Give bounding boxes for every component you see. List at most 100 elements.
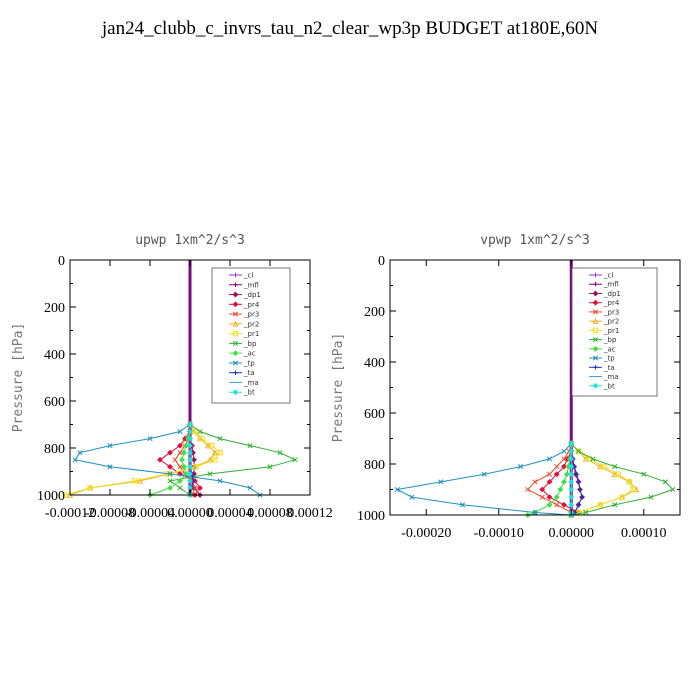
y-tick-label: 600	[364, 407, 385, 422]
series-point	[583, 509, 589, 516]
legend-entry: _pr3	[589, 308, 619, 316]
series-point	[181, 463, 187, 470]
series-point	[576, 479, 581, 485]
legend-marker	[232, 301, 239, 308]
legend-box	[571, 267, 658, 397]
legend-label: _pr4	[243, 301, 260, 309]
series-point	[172, 457, 178, 463]
legend-label: _dp1	[603, 290, 621, 298]
y-tick-label: 400	[364, 356, 385, 371]
series-point	[539, 486, 546, 493]
series-point	[177, 428, 183, 435]
series-point	[568, 440, 575, 447]
series-point	[546, 494, 553, 501]
legend-marker	[232, 330, 239, 337]
series-point	[532, 479, 538, 485]
legend-box	[211, 267, 291, 404]
series-point	[191, 456, 197, 463]
series-tp	[72, 421, 263, 498]
legend-label: _mfl	[243, 281, 259, 289]
y-tick-label: 400	[44, 348, 65, 363]
legend-marker	[592, 309, 599, 315]
legend-marker	[593, 282, 598, 287]
legend: _cl_mfl_dp1_pr4_pr3_pr2_pr1_bp_ac_tp_ta_…	[571, 267, 658, 397]
legend-marker	[232, 320, 239, 327]
legend-marker	[232, 311, 239, 317]
x-tick-label: 0.00000	[167, 506, 213, 521]
legend-marker	[592, 337, 599, 343]
series-point	[136, 477, 144, 484]
legend-entry: _pr1	[589, 327, 619, 335]
legend-label: _pr2	[243, 320, 259, 328]
legend-entry: _pr1	[229, 330, 259, 338]
x-tick-label: 0.00000	[549, 526, 595, 541]
series-point	[597, 502, 603, 508]
series-point	[217, 436, 223, 442]
series-point	[568, 463, 575, 470]
series-point	[217, 450, 223, 456]
series-point	[568, 494, 575, 501]
series-point	[630, 486, 636, 493]
legend-marker	[233, 370, 238, 375]
legend-label: _cl	[243, 272, 253, 280]
series-point	[619, 494, 625, 500]
series-point	[197, 485, 203, 491]
legend-label: _ma	[603, 373, 619, 381]
series-point	[187, 435, 193, 442]
series-point	[568, 448, 575, 455]
series-point	[217, 478, 223, 484]
series-point	[626, 479, 632, 485]
legend-label: _pr1	[603, 327, 619, 335]
series-line	[69, 424, 216, 496]
series-point	[277, 450, 283, 456]
series-point	[72, 457, 78, 463]
legend-label: _pr3	[243, 311, 259, 319]
legend-label: _bp	[603, 336, 617, 344]
legend-label: _bt	[243, 389, 255, 397]
y-tick-label: 0	[378, 254, 385, 269]
legend-label: _tp	[603, 355, 615, 363]
series-point	[197, 428, 203, 435]
y-tick-label: 200	[44, 301, 65, 316]
series-point	[568, 471, 575, 478]
legend-entry: _bt	[589, 382, 615, 390]
series-point	[177, 477, 183, 484]
legend-label: _pr3	[603, 308, 619, 316]
series-point	[157, 456, 163, 463]
legend-marker	[592, 345, 599, 352]
x-tick-label: -0.00010	[474, 526, 524, 541]
legend-entry: _ma	[229, 379, 259, 387]
series-point	[192, 485, 198, 491]
chart-title: upwp 1xm^2/s^3	[135, 233, 245, 248]
series-point	[209, 442, 215, 449]
series-point	[187, 470, 193, 477]
legend-label: _ac	[243, 350, 256, 358]
series-point	[601, 463, 607, 470]
series-point	[187, 449, 193, 456]
legend-label: _dp1	[243, 291, 261, 299]
series-point	[561, 501, 567, 508]
legend-marker	[592, 317, 599, 324]
legend-entry: _dp1	[589, 290, 621, 298]
legend-entry: _pr2	[589, 318, 619, 326]
series-point	[579, 494, 585, 500]
series-point	[576, 502, 581, 507]
legend-marker	[233, 282, 238, 287]
y-tick-label: 0	[58, 254, 65, 269]
series-point	[577, 487, 583, 492]
legend-label: _tp	[243, 359, 255, 367]
series-point	[212, 457, 218, 463]
series-point	[409, 494, 415, 500]
y-tick-label: 1000	[37, 489, 65, 504]
series-point	[77, 450, 83, 456]
series-point	[517, 463, 524, 470]
series-point	[107, 443, 113, 449]
legend-marker	[593, 272, 598, 278]
series-point	[187, 442, 193, 449]
y-axis-label: Pressure [hPa]	[11, 323, 26, 433]
series-point	[177, 442, 183, 449]
series-point	[648, 494, 654, 500]
series-point	[546, 456, 553, 462]
series-point	[568, 501, 575, 508]
y-tick-label: 600	[44, 395, 65, 410]
